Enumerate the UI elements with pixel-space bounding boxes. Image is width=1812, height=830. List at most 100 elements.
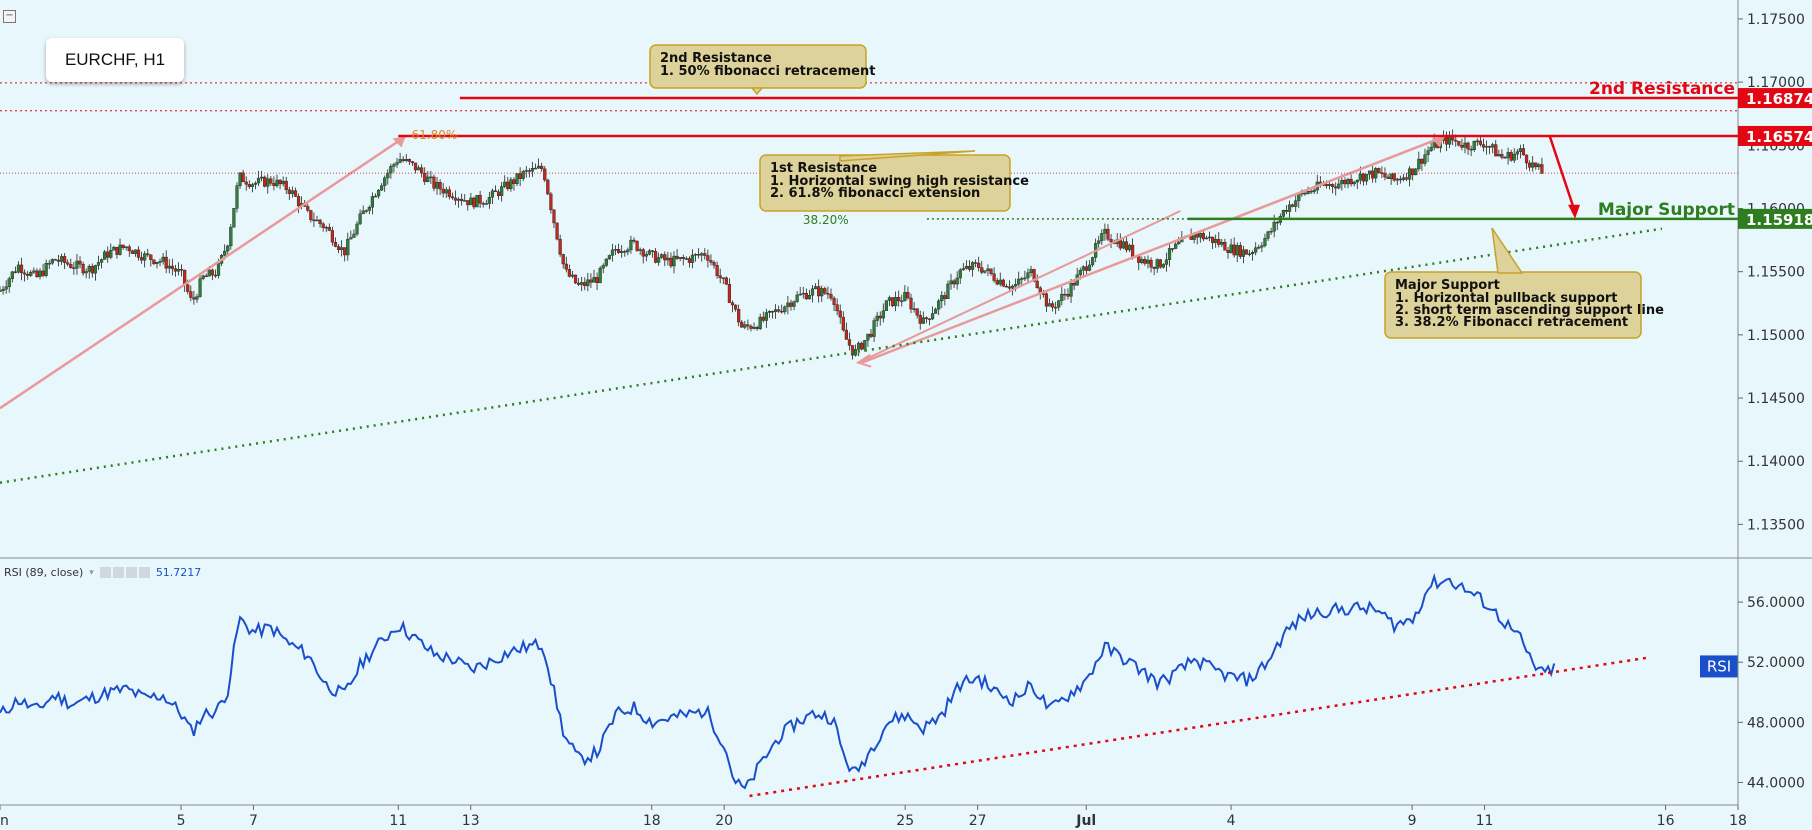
candle-body	[921, 317, 925, 324]
fib-382-label: 38.20%	[803, 213, 849, 227]
candle-body	[992, 273, 996, 281]
price-tick-label: 1.17500	[1747, 12, 1805, 28]
symbol-label[interactable]: EURCHF, H1	[46, 38, 184, 82]
rsi-badge-bg	[1700, 655, 1738, 678]
candle-body	[887, 297, 892, 301]
candle-body	[23, 272, 27, 275]
candle-body	[875, 315, 879, 321]
add-icon[interactable]	[125, 567, 137, 578]
candle-body	[540, 165, 544, 170]
candle-body	[1050, 303, 1055, 308]
candle-body	[115, 246, 119, 255]
candle-body	[533, 167, 538, 170]
candle-body	[1155, 259, 1159, 269]
candle-body	[626, 249, 630, 253]
candle-body	[106, 251, 110, 258]
candle-body	[1214, 239, 1218, 243]
candle-body	[709, 260, 713, 263]
candle-body	[995, 280, 999, 285]
candle-body	[1401, 177, 1406, 180]
candle-body	[1026, 272, 1030, 279]
candle-body	[78, 260, 82, 265]
trendline-up-2-arrowhead	[1431, 136, 1445, 148]
candle-body	[192, 297, 196, 300]
candle-body	[226, 245, 230, 252]
candle-body	[1444, 136, 1449, 145]
candle-body	[1367, 170, 1372, 175]
candle-body	[450, 196, 455, 199]
candle-body	[161, 256, 165, 262]
rsi-controls[interactable]	[99, 567, 150, 578]
candle-body	[884, 300, 888, 311]
level-title-major-support: Major Support	[1598, 200, 1735, 220]
candle-body	[657, 257, 661, 263]
candle-body	[506, 181, 510, 190]
candle-body	[1303, 192, 1307, 195]
candle-body	[1371, 170, 1375, 179]
rsi-pane: RSI	[0, 572, 1738, 798]
collapse-icon[interactable]: −	[3, 10, 16, 23]
candle-body	[1217, 239, 1221, 245]
eye-icon[interactable]	[99, 567, 111, 578]
candle-body	[1355, 179, 1359, 183]
candle-body	[438, 181, 442, 190]
candle-body	[1343, 180, 1347, 185]
callout-first-resistance-line: 2. 61.8% fibonacci extension	[770, 186, 980, 201]
candle-body	[143, 253, 147, 261]
candle-body	[749, 325, 753, 329]
price-tick-label: 1.14500	[1747, 391, 1805, 407]
candle-body	[878, 315, 882, 319]
candle-body	[266, 178, 270, 187]
candle-body	[927, 318, 932, 320]
candle-body	[743, 324, 747, 328]
candle-body	[263, 176, 267, 187]
candle-body	[1524, 154, 1529, 164]
candle-body	[207, 269, 211, 277]
candle-body	[1010, 285, 1015, 289]
level-title-2nd-resistance: 2nd Resistance	[1589, 79, 1735, 99]
candle-body	[1121, 241, 1125, 249]
time-tick-label: un	[0, 813, 9, 829]
candle-body	[1531, 162, 1535, 168]
candle-body	[435, 181, 439, 189]
candle-body	[653, 251, 658, 263]
candle-body	[1417, 158, 1421, 170]
candle-body	[309, 210, 313, 221]
candle-body	[1247, 253, 1252, 256]
candle-body	[512, 179, 516, 184]
candle-body	[1423, 154, 1427, 164]
callout-major-support-tail	[1491, 227, 1524, 274]
candle-body	[336, 246, 341, 251]
candle-body	[1137, 256, 1141, 263]
candle-body	[407, 159, 411, 162]
candle-body	[1488, 146, 1492, 148]
dropdown-icon[interactable]: ▾	[89, 567, 94, 578]
candle-body	[413, 162, 418, 171]
price-tick-label: 1.15000	[1747, 328, 1805, 344]
callout-major-support-title: Major Support	[1395, 278, 1500, 293]
candle-body	[416, 167, 421, 171]
callout-second-resistance-title: 2nd Resistance	[660, 51, 772, 66]
candle-body	[1063, 293, 1067, 296]
candle-body	[970, 262, 975, 270]
candle-body	[84, 271, 88, 274]
candle-body	[133, 249, 138, 254]
candle-body	[847, 339, 852, 346]
candle-body	[312, 219, 316, 222]
candle-body	[641, 249, 645, 257]
candle-body	[647, 250, 651, 255]
candle-body	[780, 310, 784, 313]
candle-body	[567, 269, 571, 277]
candle-body	[463, 200, 467, 202]
close-icon[interactable]	[138, 567, 150, 578]
candle-body	[173, 268, 178, 272]
price-tick-label: 1.15500	[1747, 265, 1805, 281]
candle-body	[844, 329, 848, 340]
overlays: 61.80% 38.20% 1.16874 1.16574 1.15918 2nd Res…	[0, 44, 1812, 484]
candle-body	[1534, 162, 1538, 168]
time-tick-label: 27	[969, 813, 987, 829]
candle-body	[1266, 231, 1270, 239]
candle-body	[601, 265, 605, 269]
settings-icon[interactable]	[112, 567, 124, 578]
